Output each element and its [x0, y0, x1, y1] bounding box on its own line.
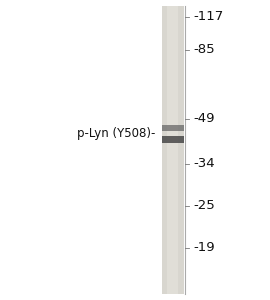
Text: -85: -85 — [193, 43, 215, 56]
Bar — [162, 136, 184, 143]
Text: -25: -25 — [193, 199, 215, 212]
Text: p-Lyn (Y508)-: p-Lyn (Y508)- — [77, 127, 155, 140]
Text: -49: -49 — [193, 112, 215, 125]
Text: -34: -34 — [193, 157, 215, 170]
Bar — [167, 6, 178, 294]
Bar — [162, 6, 184, 294]
Text: -117: -117 — [193, 10, 223, 23]
Text: -19: -19 — [193, 241, 215, 254]
Bar — [162, 125, 184, 131]
